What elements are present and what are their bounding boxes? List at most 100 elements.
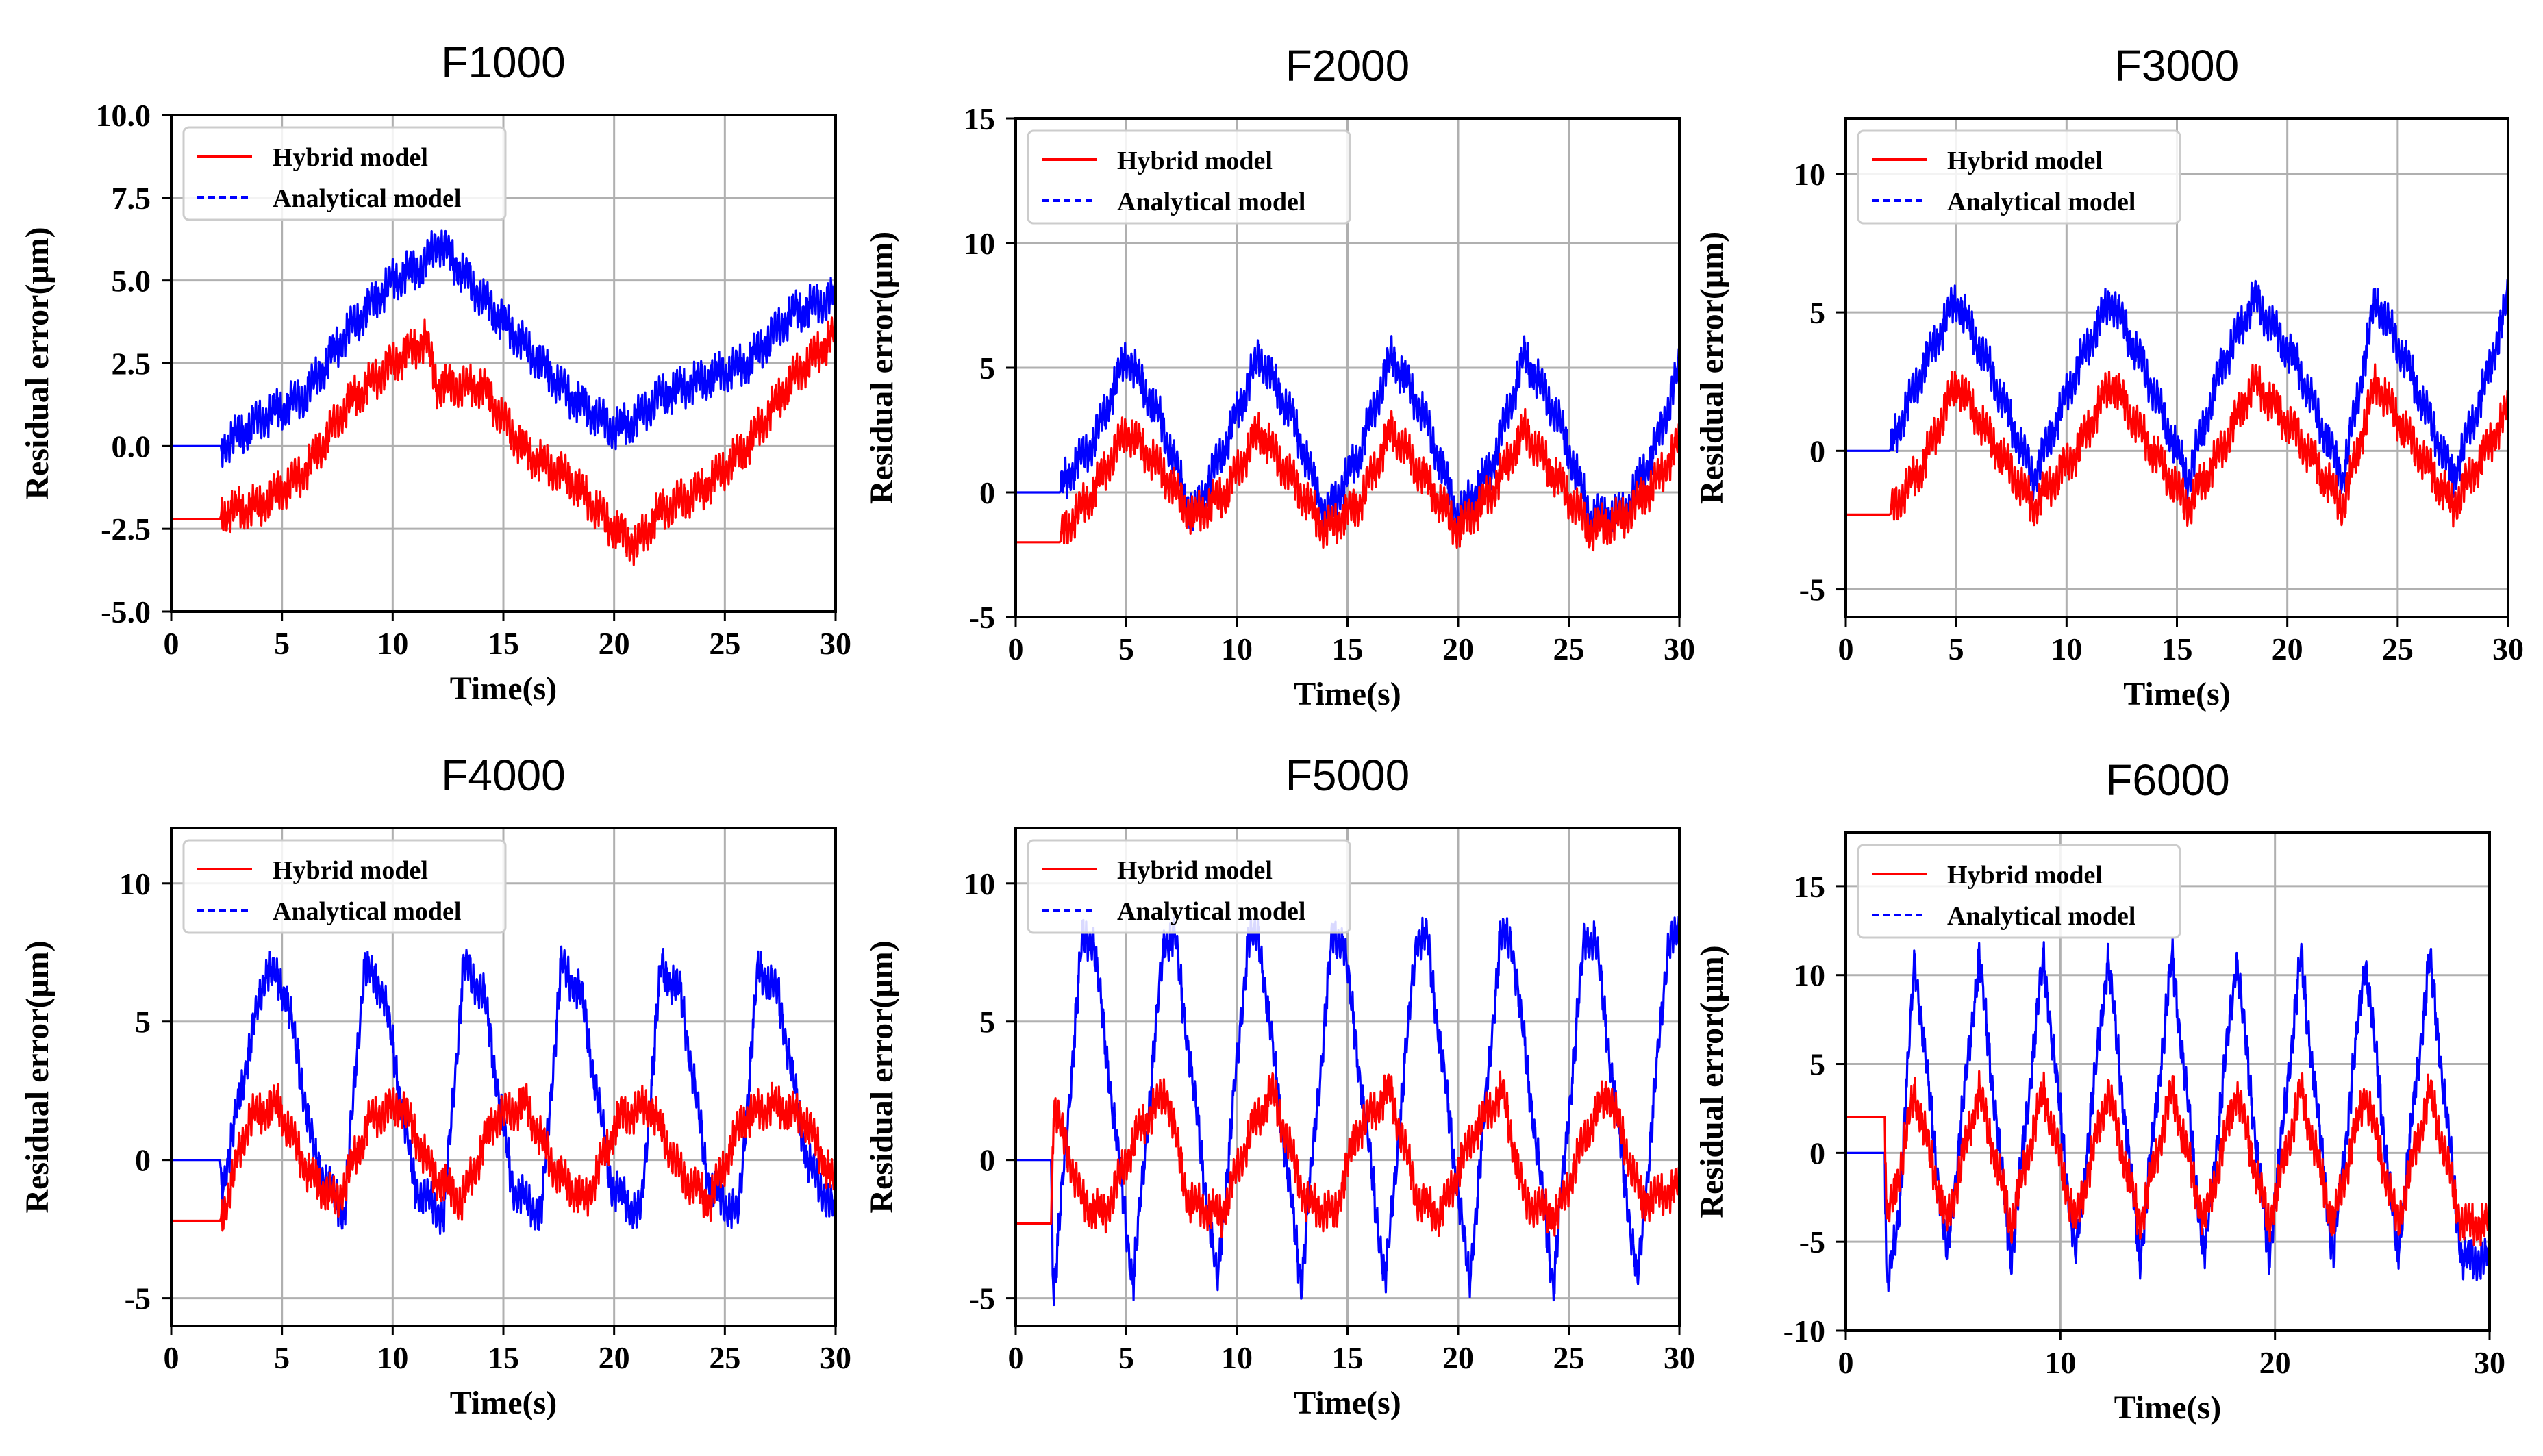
legend-box [1027,839,1351,934]
x-tick-label: 30 [1664,631,1695,666]
y-tick-label: 10 [119,866,151,901]
series-line-hybrid [1846,363,2508,528]
series-group [1016,915,1679,1307]
chart-title: F2000 [1286,41,1410,90]
y-tick-label: -10 [1783,1314,1825,1348]
x-tick-label: 5 [1118,1340,1134,1375]
y-tick-label: -5 [1799,1225,1825,1259]
y-tick-label: 5 [979,1005,995,1040]
chart-panel: F4000 0 5 10 15 20 25 30 -5 0 5 10 Time(s) Residual e… [19,751,851,1421]
y-axis-label: Residual error(μm) [864,940,900,1213]
series-line-hybrid [171,313,836,566]
x-tick-label: 10 [377,1340,408,1375]
chart-panel: F1000 0 5 10 15 20 25 30 -5.0 -2.5 0.0 2.5 5.0 7.5 10.… [19,38,851,707]
legend-label-analytical: Analytical model [1117,188,1305,216]
y-tick-label: 5 [135,1005,151,1040]
y-tick-label: 10.0 [96,98,151,133]
x-axis-label: Time(s) [450,1385,557,1421]
x-tick-label: 20 [1442,631,1474,666]
y-tick-label: 0 [135,1143,151,1178]
legend-label-hybrid: Hybrid model [1117,147,1273,175]
legend-label-hybrid: Hybrid model [1947,147,2103,175]
y-tick-label: 0 [1809,1135,1825,1170]
series-group [1846,937,2490,1292]
x-tick-label: 0 [164,626,179,661]
x-tick-label: 30 [2492,631,2524,666]
y-tick-label: 10 [964,866,995,901]
legend-label-analytical: Analytical model [1947,902,2135,931]
y-tick-label: 0 [979,1143,995,1178]
x-tick-label: 5 [1118,631,1134,666]
x-tick-label: 10 [1221,631,1253,666]
legend-box [182,839,507,934]
series-line-hybrid [1016,407,1679,552]
y-tick-label: -2.5 [101,512,151,547]
x-tick-label: 25 [2382,631,2414,666]
y-tick-label: 0.0 [112,429,151,464]
legend-box [1027,129,1351,225]
y-tick-label: -5 [1799,573,1825,607]
series-line-analytical [171,229,836,468]
y-tick-label: 5.0 [112,264,151,299]
axes-frame [1844,831,2491,1332]
x-tick-label: 15 [488,626,519,661]
x-tick-label: 20 [2272,631,2303,666]
legend-label-analytical: Analytical model [1947,188,2135,216]
legend-label-analytical: Analytical model [273,897,461,926]
y-tick-label: 10 [1794,157,1825,192]
x-axis-label: Time(s) [1294,676,1401,712]
x-tick-label: 20 [599,626,630,661]
legend: Hybrid model Analytical model [1027,839,1351,934]
y-tick-label: 7.5 [112,181,151,216]
x-tick-label: 25 [709,626,740,661]
y-axis-label: Residual error(μm) [864,231,900,504]
x-tick-label: 30 [820,626,851,661]
legend: Hybrid model Analytical model [1857,129,2181,225]
y-tick-label: 2.5 [112,347,151,381]
chart-title: F4000 [441,751,565,800]
y-tick-label: 5 [1809,295,1825,330]
legend: Hybrid model Analytical model [182,839,507,934]
legend: Hybrid model Analytical model [1857,844,2181,939]
legend-box [182,126,507,221]
x-tick-label: 15 [1332,631,1364,666]
x-tick-label: 10 [1221,1340,1253,1375]
x-tick-label: 5 [274,1340,290,1375]
legend: Hybrid model Analytical model [1027,129,1351,225]
x-tick-label: 0 [1838,631,1854,666]
series-line-analytical [1016,335,1679,540]
y-tick-label: 0 [979,475,995,510]
x-tick-label: 25 [709,1340,740,1375]
series-line-analytical [171,945,836,1235]
x-tick-label: 10 [2051,631,2082,666]
series-group [171,229,836,566]
x-tick-label: 15 [1332,1340,1364,1375]
y-tick-label: 10 [964,226,995,261]
y-tick-label: 5 [1809,1047,1825,1082]
chart-title: F1000 [441,38,565,87]
x-tick-label: 25 [1553,1340,1585,1375]
x-tick-label: 0 [1838,1345,1854,1380]
y-axis-label: Residual error(μm) [1694,945,1730,1218]
y-tick-label: -5 [969,600,995,635]
x-tick-label: 10 [2044,1345,2076,1380]
chart-title: F6000 [2105,755,2229,805]
y-tick-label: -5 [969,1281,995,1316]
x-axis-label: Time(s) [2114,1390,2221,1426]
legend: Hybrid model Analytical model [182,126,507,221]
y-axis-label: Residual error(μm) [1694,231,1730,504]
x-tick-label: 20 [1442,1340,1474,1375]
series-group [171,945,836,1235]
chart-panel: F6000 0 10 20 30 -10 -5 0 5 10 15 Time(s) Residual e… [1694,755,2505,1426]
legend-label-analytical: Analytical model [273,184,461,213]
x-axis-label: Time(s) [1294,1385,1401,1421]
legend-label-hybrid: Hybrid model [1947,861,2103,890]
series-line-analytical [1846,279,2508,501]
y-tick-label: -5 [125,1281,151,1316]
legend-label-hybrid: Hybrid model [273,143,428,172]
chart-title: F3000 [2115,41,2239,90]
x-tick-label: 15 [2162,631,2193,666]
x-tick-label: 5 [274,626,290,661]
legend-box [1857,844,2181,939]
